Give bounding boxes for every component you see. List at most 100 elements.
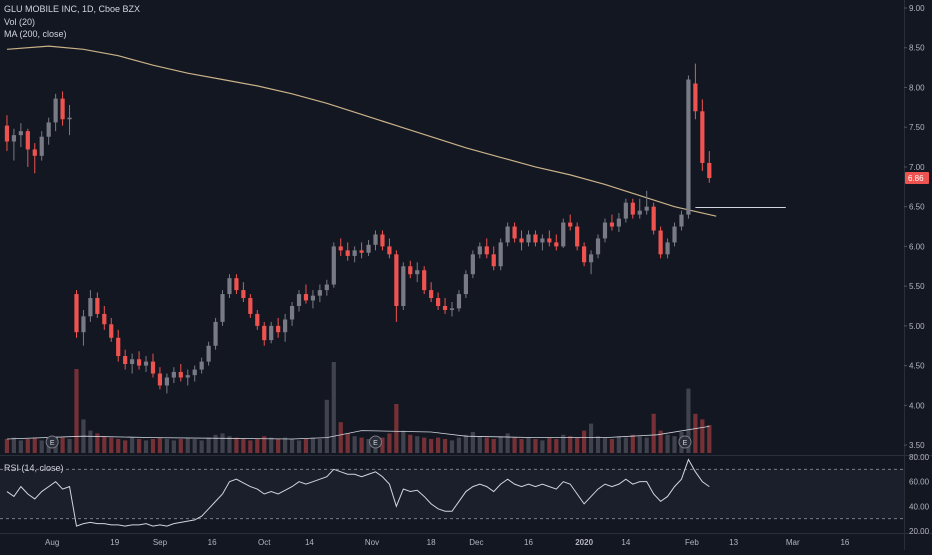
candle-body (248, 298, 253, 314)
volume-bar (157, 437, 163, 453)
last-price-label: 6.86 (908, 174, 924, 183)
volume-bar (74, 369, 79, 453)
time-tick-label: Nov (365, 538, 379, 547)
volume-bar (449, 440, 455, 453)
candle-body (109, 324, 114, 338)
candle-body (700, 111, 705, 163)
time-tick-label: 14 (621, 538, 630, 547)
volume-bar (4, 439, 10, 453)
candle-body (102, 313, 107, 325)
price-tick-label: 8.00 (909, 83, 925, 92)
volume-bar (317, 439, 322, 453)
volume-bar (234, 437, 239, 453)
candle-body (449, 308, 455, 310)
candle-body (53, 98, 58, 123)
volume-bar (283, 437, 288, 453)
rsi-line (6, 458, 710, 527)
candle-body (192, 369, 197, 376)
candle-body (582, 246, 587, 263)
time-tick-label: 14 (305, 538, 314, 547)
price-tick-label: 8.50 (909, 44, 925, 53)
price-tick-label: 6.50 (909, 203, 925, 212)
candle-body (463, 274, 469, 295)
last-price-tag (905, 172, 929, 185)
candle-body (470, 254, 475, 275)
candle-body (394, 254, 399, 306)
volume-bar (415, 436, 420, 453)
rsi-tick-label: 80.00 (909, 453, 930, 462)
candle-body (401, 266, 406, 306)
time-tick-label: Aug (45, 538, 59, 547)
candle-body (637, 210, 642, 215)
volume-bar (644, 437, 649, 453)
candle-body (199, 361, 204, 370)
volume-bar (595, 436, 601, 453)
volume-bar (401, 430, 406, 453)
volume-bar (220, 433, 225, 453)
volume-bar (130, 437, 135, 453)
candle-body (672, 226, 677, 243)
volume-bar (540, 440, 545, 453)
volume-bar (408, 434, 413, 453)
volume-bar (693, 413, 698, 453)
candle-body (352, 250, 357, 256)
candle-body (25, 131, 30, 150)
candle-body (171, 371, 176, 378)
volume-bar (456, 437, 462, 453)
volume-bar (60, 437, 65, 453)
time-tick-label: 18 (427, 538, 436, 547)
candle-body (310, 295, 316, 301)
candle-body (116, 337, 121, 357)
candle-body (185, 375, 190, 378)
candle-body (408, 266, 413, 275)
volume-bar (505, 433, 510, 453)
volume-bar (102, 436, 107, 453)
volume-bar (609, 439, 615, 453)
candle-body (366, 244, 371, 253)
candle-body (317, 290, 322, 296)
candle-body (296, 294, 302, 306)
candle-body (456, 294, 462, 309)
candle-body (227, 278, 232, 295)
time-tick-label: 16 (524, 538, 533, 547)
volume-bar (199, 440, 204, 453)
candle-body (630, 202, 635, 215)
candle-body (554, 242, 559, 247)
volume-bar (276, 439, 281, 453)
candle-body (477, 246, 482, 255)
candle-body (39, 136, 44, 156)
volume-bar (296, 440, 302, 453)
volume-bar (136, 439, 142, 453)
volume-bar (700, 419, 705, 453)
candle-body (164, 377, 169, 386)
candle-body (512, 226, 517, 239)
candle-body (345, 250, 350, 256)
volume-bar (39, 440, 44, 453)
volume-legend: Vol (20) (4, 17, 36, 27)
volume-bar (477, 436, 482, 453)
candle-body (387, 246, 392, 255)
price-tick-label: 3.50 (909, 441, 925, 450)
price-tick-label: 6.00 (909, 242, 925, 251)
volume-bar (665, 434, 670, 453)
time-tick-label: 13 (729, 538, 738, 547)
volume-bar (526, 437, 531, 453)
price-tick-label: 7.50 (909, 123, 925, 132)
candle-body (547, 238, 552, 243)
volume-bar (533, 439, 538, 453)
volume-bar (422, 437, 427, 453)
candle-body (498, 242, 503, 267)
volume-bar (686, 388, 691, 453)
volume-bar (554, 439, 559, 453)
volume-bar (18, 440, 23, 453)
candle-body (595, 238, 601, 255)
candle-body (373, 234, 378, 245)
volume-bar (178, 439, 183, 453)
candle-body (658, 230, 663, 255)
candle-body (686, 79, 691, 215)
rsi-legend: RSI (14, close) (4, 463, 64, 473)
price-tick-label: 4.00 (909, 401, 925, 410)
volume-bar (164, 439, 169, 453)
